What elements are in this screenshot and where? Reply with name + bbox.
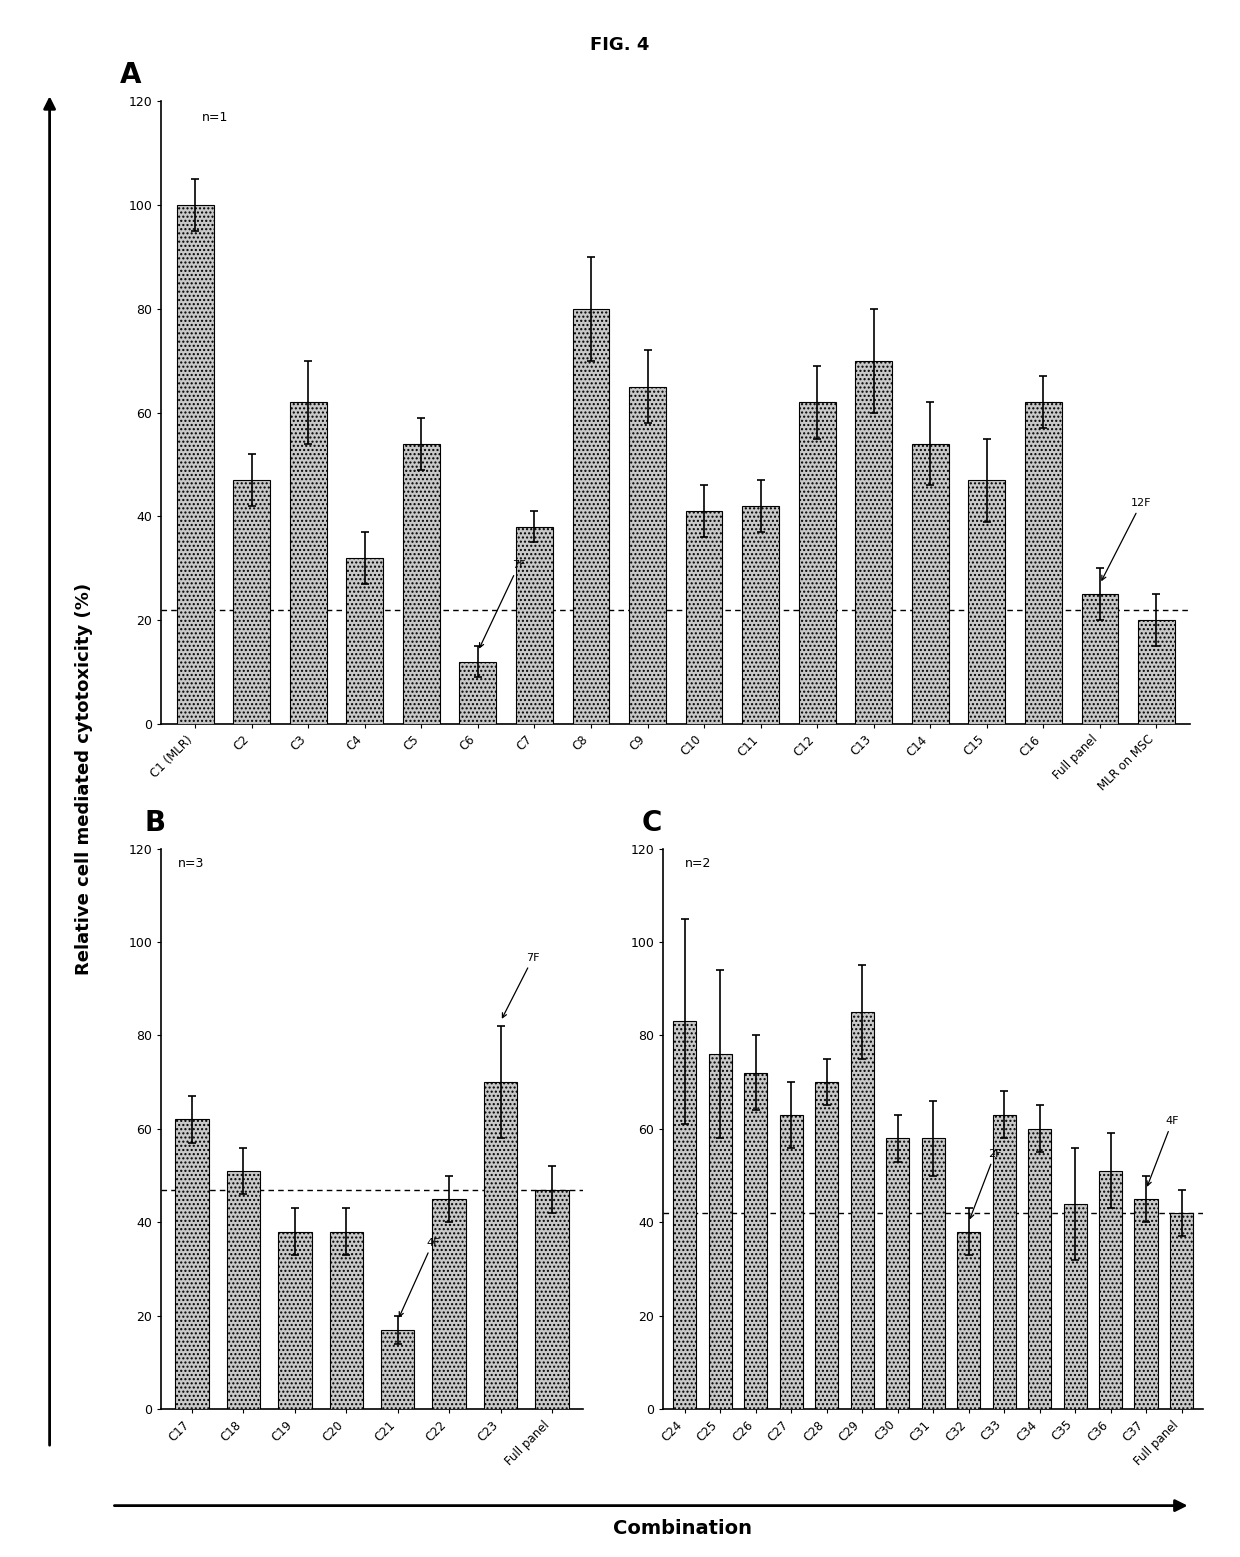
Bar (1099, 1171, 1122, 1409)
Text: 2F: 2F (970, 1149, 1002, 1218)
Bar (233, 480, 270, 724)
Bar (381, 1330, 414, 1409)
Text: 7F: 7F (502, 953, 539, 1018)
Text: C: C (642, 810, 662, 838)
Text: 4F: 4F (1147, 1116, 1179, 1185)
Bar (516, 526, 553, 724)
Text: n=2: n=2 (684, 856, 712, 870)
Text: Relative cell mediated cytotoxicity (%): Relative cell mediated cytotoxicity (%) (76, 582, 93, 975)
Bar (536, 1190, 569, 1409)
Bar (1138, 620, 1174, 724)
Bar (856, 361, 892, 724)
Text: Combination: Combination (613, 1520, 751, 1538)
Bar (227, 1171, 260, 1409)
Text: A: A (120, 61, 141, 89)
Bar (629, 386, 666, 724)
Text: 7F: 7F (480, 561, 526, 648)
Bar (1064, 1204, 1086, 1409)
Bar (175, 1119, 208, 1409)
Bar (744, 1073, 768, 1409)
Bar (673, 1021, 696, 1409)
Bar (957, 1232, 980, 1409)
Bar (1081, 595, 1118, 724)
Bar (743, 506, 779, 724)
Bar (921, 1138, 945, 1409)
Bar (799, 402, 836, 724)
Bar (1028, 1129, 1052, 1409)
Bar (911, 444, 949, 724)
Text: n=1: n=1 (202, 111, 228, 123)
Bar (433, 1199, 466, 1409)
Text: n=3: n=3 (179, 856, 205, 870)
Text: 12F: 12F (1102, 498, 1152, 581)
Bar (992, 1115, 1016, 1409)
Bar (968, 480, 1006, 724)
Bar (278, 1232, 311, 1409)
Bar (780, 1115, 802, 1409)
Bar (346, 557, 383, 724)
Bar (290, 402, 326, 724)
Text: B: B (144, 810, 165, 838)
Text: FIG. 4: FIG. 4 (590, 36, 650, 54)
Bar (1171, 1213, 1193, 1409)
Bar (887, 1138, 909, 1409)
Bar (330, 1232, 363, 1409)
Text: 4F: 4F (399, 1238, 439, 1317)
Bar (851, 1012, 874, 1409)
Bar (403, 444, 440, 724)
Bar (1025, 402, 1061, 724)
Bar (815, 1082, 838, 1409)
Bar (460, 662, 496, 724)
Bar (686, 511, 723, 724)
Bar (573, 308, 609, 724)
Bar (177, 206, 213, 724)
Bar (484, 1082, 517, 1409)
Bar (708, 1054, 732, 1409)
Bar (1135, 1199, 1158, 1409)
